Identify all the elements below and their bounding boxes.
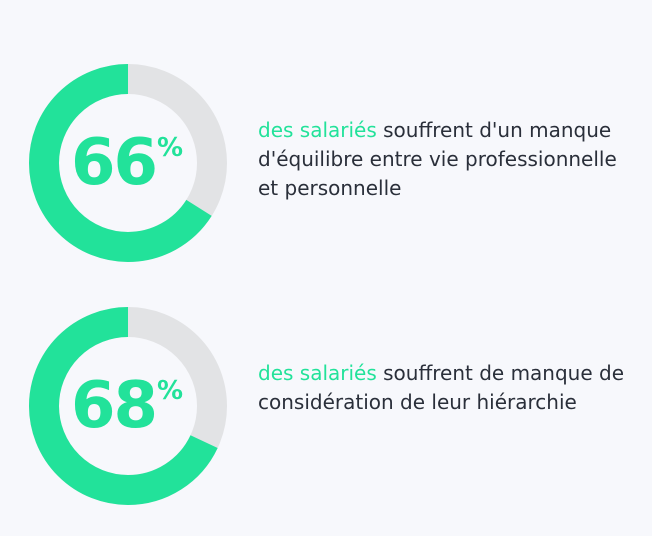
caption-highlight-1: des salariés <box>258 118 377 142</box>
donut-chart-2 <box>28 306 228 506</box>
donut-svg-2 <box>29 307 227 505</box>
donut-progress-1 <box>29 64 227 262</box>
stat-caption-2: des salariés souffrent de manque de cons… <box>258 359 638 417</box>
donut-chart-1 <box>28 63 228 263</box>
stat-caption-1: des salariés souffrent d'un manque d'équ… <box>258 116 638 203</box>
stat-block-1: 66 % des salariés souffrent d'un manque … <box>0 60 652 263</box>
donut-svg-1 <box>29 64 227 262</box>
donut-progress-2 <box>29 307 227 505</box>
caption-text-2: souffrent de manque de considération de … <box>258 361 625 414</box>
caption-highlight-2: des salariés <box>258 361 377 385</box>
caption-text-1: souffrent d'un manque d'équilibre entre … <box>258 118 617 200</box>
stat-block-2: 68 % des salariés souffrent de manque de… <box>0 303 652 506</box>
